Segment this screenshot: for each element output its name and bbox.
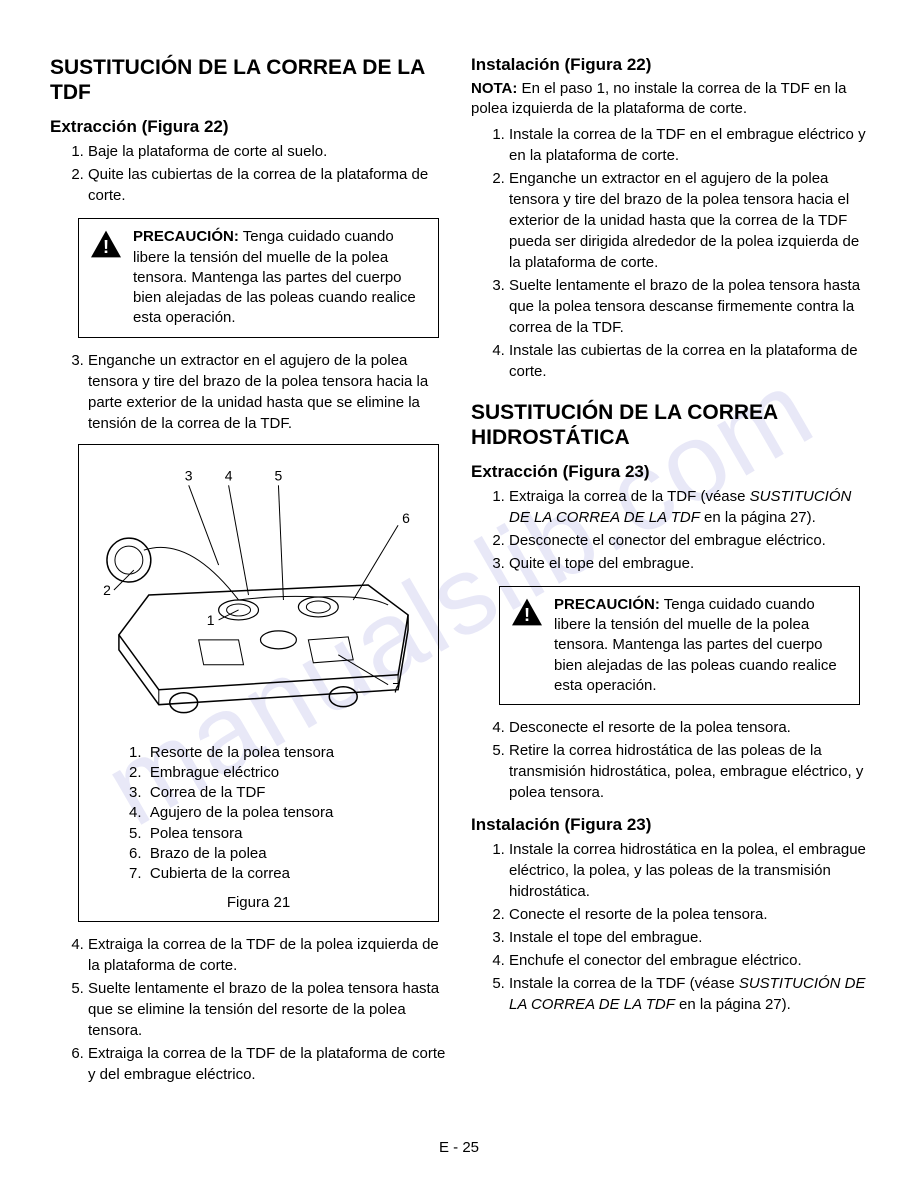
figure-diagram: 3 4 5 6 2 1 7: [89, 455, 428, 735]
callout-4: 4: [225, 467, 233, 483]
warning-icon: !: [89, 229, 123, 259]
caution-box-1: ! PRECAUCIÓN: Tenga cuidado cuando liber…: [78, 218, 439, 337]
subheading-installation-2: Instalación (Figura 23): [471, 815, 868, 835]
extraction-list-2: Enganche un extractor en el agujero de l…: [50, 350, 447, 434]
legend-item: 2. Embrague eléctrico: [129, 763, 428, 783]
figure-caption: Figura 21: [89, 894, 428, 911]
legend-item: 6. Brazo de la polea: [129, 844, 428, 864]
figure-legend: 1. Resorte de la polea tensora 2. Embrag…: [129, 743, 428, 885]
list-item: Suelte lentamente el brazo de la polea t…: [509, 275, 868, 338]
caution-box-2: ! PRECAUCIÓN: Tenga cuidado cuando liber…: [499, 586, 860, 705]
subheading-extraction-2: Extracción (Figura 23): [471, 462, 868, 482]
page-content: SUSTITUCIÓN DE LA CORREA DE LA TDF Extra…: [0, 0, 918, 1119]
note-label: NOTA:: [471, 80, 517, 97]
extraction-list-hydro-2: Desconecte el resorte de la polea tensor…: [471, 717, 868, 803]
list-item: Enganche un extractor en el agujero de l…: [88, 350, 447, 434]
list-item: Instale la correa de la TDF en el embrag…: [509, 124, 868, 166]
heading-tdf-belt: SUSTITUCIÓN DE LA CORREA DE LA TDF: [50, 55, 447, 105]
subheading-installation: Instalación (Figura 22): [471, 55, 868, 75]
list-item: Quite el tope del embrague.: [509, 553, 868, 574]
list-item: Instale la correa de la TDF (véase SUSTI…: [509, 973, 868, 1015]
callout-7: 7: [392, 679, 400, 695]
list-item: Desconecte el conector del embrague eléc…: [509, 530, 868, 551]
list-item: Extraiga la correa de la TDF de la plata…: [88, 1043, 447, 1085]
list-item: Extraiga la correa de la TDF (véase SUST…: [509, 486, 868, 528]
legend-item: 3. Correa de la TDF: [129, 783, 428, 803]
svg-text:!: !: [524, 604, 530, 625]
installation-list-1: Instale la correa de la TDF en el embrag…: [471, 124, 868, 382]
list-item: Enchufe el conector del embrague eléctri…: [509, 950, 868, 971]
right-column: Instalación (Figura 22) NOTA: En el paso…: [471, 55, 868, 1089]
caution-label: PRECAUCIÓN:: [554, 596, 660, 613]
list-item: Instale el tope del embrague.: [509, 927, 868, 948]
legend-item: 4. Agujero de la polea tensora: [129, 803, 428, 823]
list-item: Conecte el resorte de la polea tensora.: [509, 904, 868, 925]
page-number: E - 25: [0, 1119, 918, 1196]
list-item: Quite las cubiertas de la correa de la p…: [88, 164, 447, 206]
list-item: Desconecte el resorte de la polea tensor…: [509, 717, 868, 738]
left-column: SUSTITUCIÓN DE LA CORREA DE LA TDF Extra…: [50, 55, 447, 1089]
note-paragraph: NOTA: En el paso 1, no instale la correa…: [471, 79, 868, 120]
callout-6: 6: [402, 510, 410, 526]
installation-list-hydro: Instale la correa hidrostática en la pol…: [471, 839, 868, 1015]
legend-item: 1. Resorte de la polea tensora: [129, 743, 428, 763]
callout-2: 2: [103, 582, 111, 598]
legend-item: 5. Polea tensora: [129, 824, 428, 844]
extraction-list-3: Extraiga la correa de la TDF de la polea…: [50, 934, 447, 1085]
list-item: Retire la correa hidrostática de las pol…: [509, 740, 868, 803]
caution-text: PRECAUCIÓN: Tenga cuidado cuando libere …: [554, 595, 849, 696]
heading-hydro-belt: SUSTITUCIÓN DE LA CORREA HIDROSTÁTICA: [471, 400, 868, 450]
list-item: Suelte lentamente el brazo de la polea t…: [88, 978, 447, 1041]
list-item: Enganche un extractor en el agujero de l…: [509, 168, 868, 273]
warning-icon: !: [510, 597, 544, 627]
callout-1: 1: [207, 612, 215, 628]
subheading-extraction: Extracción (Figura 22): [50, 117, 447, 137]
note-text: En el paso 1, no instale la correa de la…: [471, 80, 846, 117]
figure-21: 3 4 5 6 2 1 7 1. Resorte de la polea ten…: [78, 444, 439, 923]
caution-text: PRECAUCIÓN: Tenga cuidado cuando libere …: [133, 227, 428, 328]
extraction-list-1: Baje la plataforma de corte al suelo. Qu…: [50, 141, 447, 206]
list-item: Extraiga la correa de la TDF de la polea…: [88, 934, 447, 976]
svg-text:!: !: [103, 237, 109, 258]
callout-5: 5: [275, 467, 283, 483]
list-item: Baje la plataforma de corte al suelo.: [88, 141, 447, 162]
list-item: Instale las cubiertas de la correa en la…: [509, 340, 868, 382]
caution-label: PRECAUCIÓN:: [133, 228, 239, 245]
legend-item: 7. Cubierta de la correa: [129, 864, 428, 884]
extraction-list-hydro: Extraiga la correa de la TDF (véase SUST…: [471, 486, 868, 574]
callout-3: 3: [185, 467, 193, 483]
list-item: Instale la correa hidrostática en la pol…: [509, 839, 868, 902]
